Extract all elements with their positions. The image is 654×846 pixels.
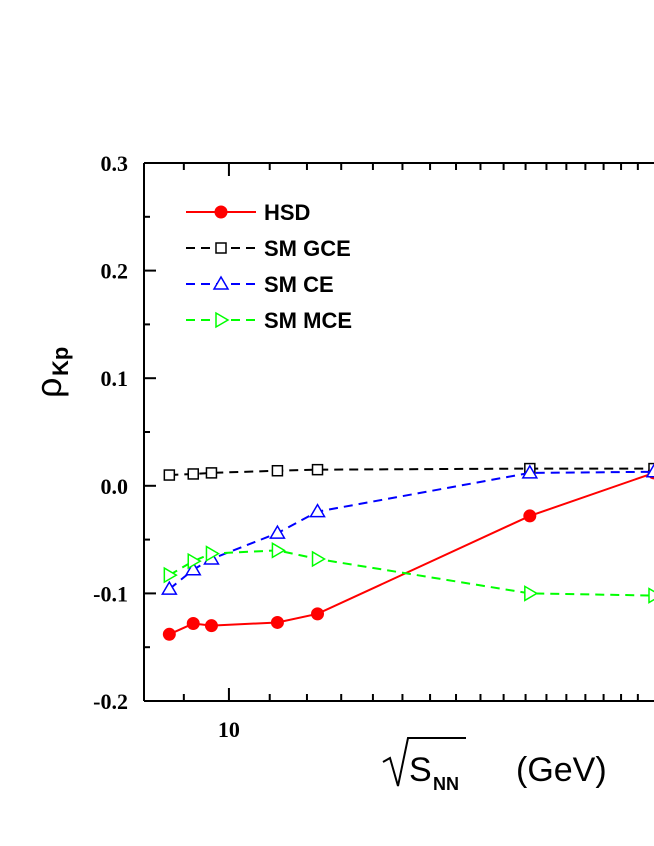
legend-label: SM CE [264, 272, 334, 297]
legend-marker [215, 242, 227, 254]
legend-label: HSD [264, 200, 310, 225]
y-tick-label: 0.2 [101, 259, 129, 284]
x-axis-title-sub: NN [433, 774, 459, 794]
data-point [309, 503, 326, 518]
data-point [311, 607, 325, 621]
series-layer [161, 462, 654, 641]
data-point [648, 587, 654, 604]
data-point [163, 566, 178, 584]
data-point [271, 464, 284, 477]
data-point [163, 469, 176, 481]
series-hsd [162, 466, 654, 641]
data-point [186, 617, 200, 631]
y-tick-label: -0.1 [93, 581, 128, 606]
data-point [270, 615, 284, 629]
data-point [311, 550, 327, 568]
data-point [205, 467, 218, 479]
axes: 0.3 0.2 0.1 0.0 -0.1 -0.2 10 [93, 151, 654, 742]
legend-item: HSD [186, 200, 310, 225]
legend-label: SM MCE [264, 308, 352, 333]
series-sm-mce [163, 542, 654, 604]
data-point [162, 627, 176, 641]
data-point [205, 545, 220, 562]
data-point [269, 524, 286, 539]
data-point [187, 552, 202, 570]
y-tick-label: 0.0 [101, 474, 129, 499]
data-point [521, 464, 539, 479]
data-point [645, 463, 654, 478]
legend-marker [212, 275, 230, 290]
data-point [523, 509, 537, 523]
data-point [184, 561, 202, 576]
y-tick-label: 0.1 [101, 366, 129, 391]
y-axis-title-main: ρ [28, 378, 69, 398]
data-point [161, 580, 178, 595]
x-axis-title-main: S [409, 751, 432, 789]
y-axis-title-sub: Kp [48, 347, 73, 376]
legend: HSD SM GCE SM CE SM MCE [186, 200, 352, 333]
series-line [168, 471, 654, 636]
data-point [271, 542, 286, 559]
series-sm-gce [163, 462, 654, 481]
data-point [311, 463, 324, 476]
legend-marker [215, 311, 230, 329]
sqrt-sign [382, 737, 466, 787]
data-point [524, 585, 539, 602]
series-line [168, 549, 654, 597]
x-axis-title: S NN (GeV) [382, 737, 607, 794]
y-tick-label: 0.3 [101, 151, 129, 176]
legend-item: SM MCE [186, 308, 352, 333]
y-tick-label: -0.2 [93, 689, 128, 714]
x-tick-label: 10 [218, 717, 240, 742]
legend-item: SM CE [186, 272, 334, 297]
series-sm-ce [161, 463, 654, 595]
legend-label: SM GCE [264, 236, 351, 261]
y-axis-title: ρ Kp [28, 347, 73, 398]
legend-item: SM GCE [186, 236, 351, 261]
x-axis-title-unit: (GeV) [516, 751, 607, 789]
data-point [204, 619, 218, 633]
legend-marker [214, 205, 228, 219]
data-point [187, 468, 199, 480]
